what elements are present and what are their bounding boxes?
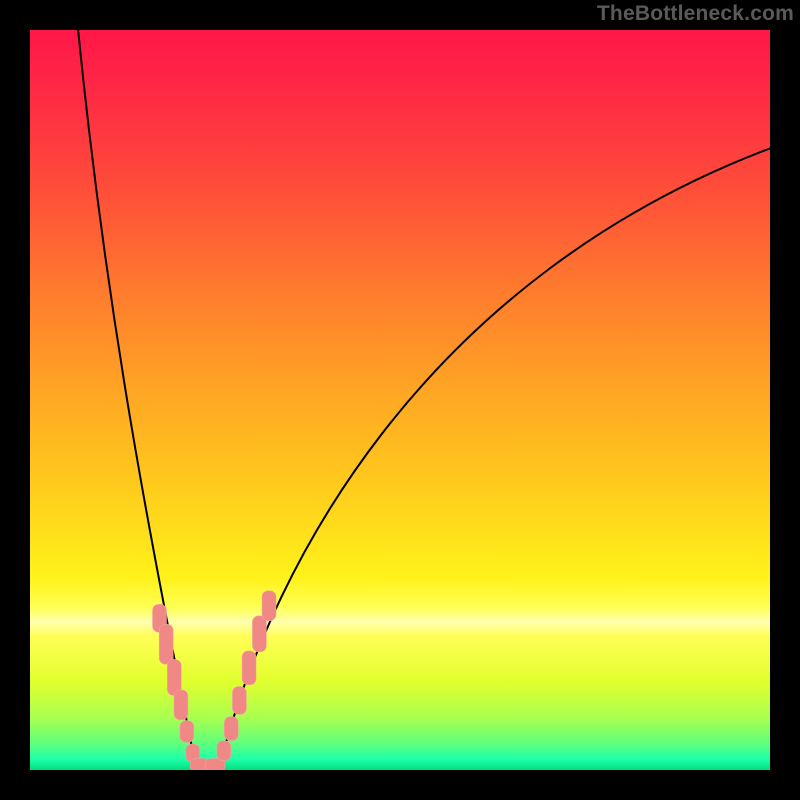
watermark: TheBottleneck.com	[597, 2, 794, 26]
marker-right	[232, 686, 246, 714]
marker-right	[224, 717, 238, 741]
chart-container: TheBottleneck.com	[0, 0, 800, 800]
marker-right	[217, 741, 231, 761]
marker-right	[262, 591, 276, 621]
plot-background	[30, 30, 770, 770]
marker-left	[180, 721, 194, 743]
marker-left	[159, 624, 173, 664]
chart-svg	[0, 0, 800, 800]
marker-left	[174, 690, 188, 720]
marker-right	[242, 651, 256, 685]
marker-right	[252, 616, 266, 652]
